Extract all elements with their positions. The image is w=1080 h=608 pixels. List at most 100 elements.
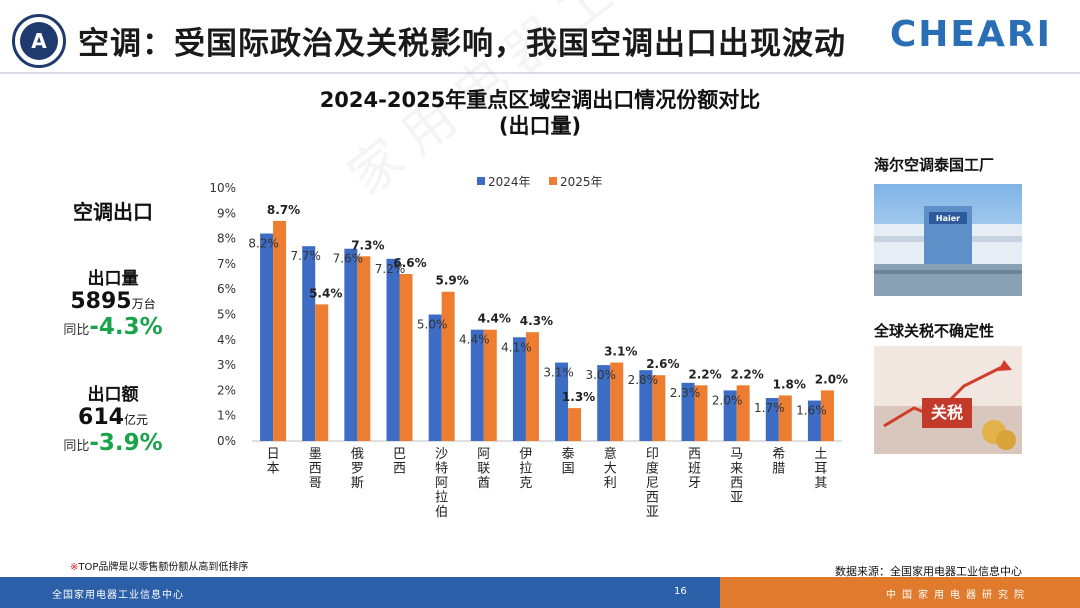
export-section-title: 空调出口	[73, 200, 153, 224]
x-tick-label-char: 马	[730, 447, 743, 462]
data-label-2024: 3.0%	[585, 368, 616, 382]
org-logo-mark: A	[20, 22, 58, 60]
x-tick-label-char: 度	[646, 461, 659, 477]
x-tick-label-char: 沙	[435, 447, 448, 462]
x-tick-label-char: 班	[688, 462, 701, 477]
bar-2024	[512, 337, 526, 441]
bar-2024	[723, 390, 737, 441]
data-label-2025: 7.3%	[351, 238, 384, 252]
x-tick-label-char: 亚	[646, 505, 659, 520]
bar-2025	[820, 390, 834, 441]
x-tick-label-char: 伊	[519, 447, 532, 462]
volume-stat: 出口量 5895万台 同比-4.3%	[18, 264, 208, 340]
data-label-2025: 1.3%	[562, 390, 595, 404]
x-tick-label-char: 土	[814, 447, 827, 462]
data-label-2024: 5.0%	[417, 318, 448, 332]
bar-2025	[441, 291, 455, 441]
title-divider	[0, 72, 1080, 74]
x-tick-label-char: 牙	[688, 476, 701, 491]
bar-2025	[483, 329, 497, 441]
y-tick-label: 5%	[217, 308, 236, 322]
volume-label: 出口量	[87, 269, 139, 289]
y-tick-label: 10%	[209, 181, 236, 195]
legend-swatch	[549, 177, 557, 185]
volume-yoy-value: -4.3%	[89, 314, 163, 340]
data-label-2025: 8.7%	[267, 203, 300, 217]
x-tick-label-char: 印	[646, 447, 659, 462]
y-tick-label: 1%	[217, 409, 236, 423]
x-tick-label-char: 西	[730, 476, 743, 491]
x-tick-label-char: 日	[267, 447, 280, 462]
footnote: ※TOP品牌是以零售额份额从高到低排序	[70, 558, 248, 573]
y-tick-label: 3%	[217, 358, 236, 372]
bar-2025	[525, 332, 539, 441]
x-tick-label-char: 哥	[309, 476, 322, 491]
bar-2024	[555, 362, 569, 441]
y-tick-label: 2%	[217, 383, 236, 397]
bar-2025	[568, 408, 582, 441]
footer-accent	[720, 577, 1080, 608]
footer-institute: 中国家用电器研究院	[886, 590, 1030, 601]
data-label-2025: 5.4%	[309, 286, 342, 300]
amount-unit: 亿元	[123, 413, 148, 427]
data-label-2024: 4.1%	[501, 340, 532, 354]
page-number: 16	[674, 586, 687, 597]
bar-2025	[652, 375, 666, 441]
x-tick-label-char: 西	[646, 491, 659, 506]
x-tick-label-char: 耳	[814, 462, 827, 477]
x-tick-label-char: 其	[814, 476, 827, 491]
data-label-2025: 4.4%	[478, 312, 511, 326]
data-label-2025: 4.3%	[520, 314, 553, 328]
data-label-2024: 1.6%	[796, 404, 827, 418]
legend-swatch	[477, 177, 485, 185]
data-label-2024: 2.3%	[670, 386, 701, 400]
data-label-2024: 2.0%	[712, 393, 743, 407]
x-tick-label-char: 阿	[477, 447, 490, 462]
x-tick-label-char: 西	[309, 462, 322, 477]
x-tick-label-char: 特	[435, 462, 448, 477]
x-tick-label-char: 尼	[646, 476, 659, 491]
bar-2024	[386, 258, 400, 441]
data-source: 数据来源：全国家用电器工业信息中心	[835, 565, 1022, 578]
tariff-photo: 关税	[874, 346, 1022, 454]
footer-bar: 全国家用电器工业信息中心 16 中国家用电器研究院	[0, 577, 1080, 608]
bar-2024	[344, 248, 358, 441]
data-label-2025: 2.2%	[688, 367, 721, 381]
chart-title: 2024-2025年重点区域空调出口情况份额对比	[319, 88, 761, 112]
data-label-2024: 7.7%	[290, 249, 321, 263]
bar-2025	[610, 362, 624, 441]
bar-2024	[302, 246, 316, 441]
y-tick-label: 0%	[217, 434, 236, 448]
y-tick-label: 8%	[217, 232, 236, 246]
bar-2025	[736, 385, 750, 441]
x-tick-label-char: 国	[562, 462, 575, 477]
volume-value: 5895	[70, 289, 132, 314]
x-tick-label-char: 来	[730, 462, 743, 477]
bar-2024	[765, 397, 779, 441]
legend-label: 2025年	[560, 175, 603, 189]
x-tick-label-char: 罗	[351, 462, 364, 477]
data-label-2024: 4.4%	[459, 333, 490, 347]
org-logo: A	[12, 14, 66, 68]
legend-label: 2024年	[488, 175, 531, 189]
bar-2024	[597, 365, 611, 441]
bar-2024	[639, 370, 653, 441]
bar-2025	[273, 220, 287, 441]
photo1-caption: 海尔空调泰国工厂	[874, 156, 995, 174]
x-tick-label-char: 泰	[562, 447, 575, 462]
x-tick-label-char: 亚	[730, 491, 743, 506]
bar-2025	[694, 385, 708, 441]
x-tick-label-char: 西	[688, 447, 701, 462]
bar-2024	[470, 329, 484, 441]
footnote-text: TOP品牌是以零售额份额从高到低排序	[78, 562, 249, 573]
data-label-2025: 2.6%	[646, 357, 679, 371]
x-tick-label-char: 大	[604, 462, 617, 477]
data-label-2024: 7.6%	[333, 252, 364, 266]
volume-unit: 万台	[131, 297, 156, 311]
data-label-2024: 2.8%	[628, 373, 659, 387]
data-label-2025: 3.1%	[604, 345, 637, 359]
x-tick-label-char: 酋	[477, 475, 490, 491]
data-label-2025: 5.9%	[436, 274, 469, 288]
footnote-star: ※	[70, 562, 79, 573]
